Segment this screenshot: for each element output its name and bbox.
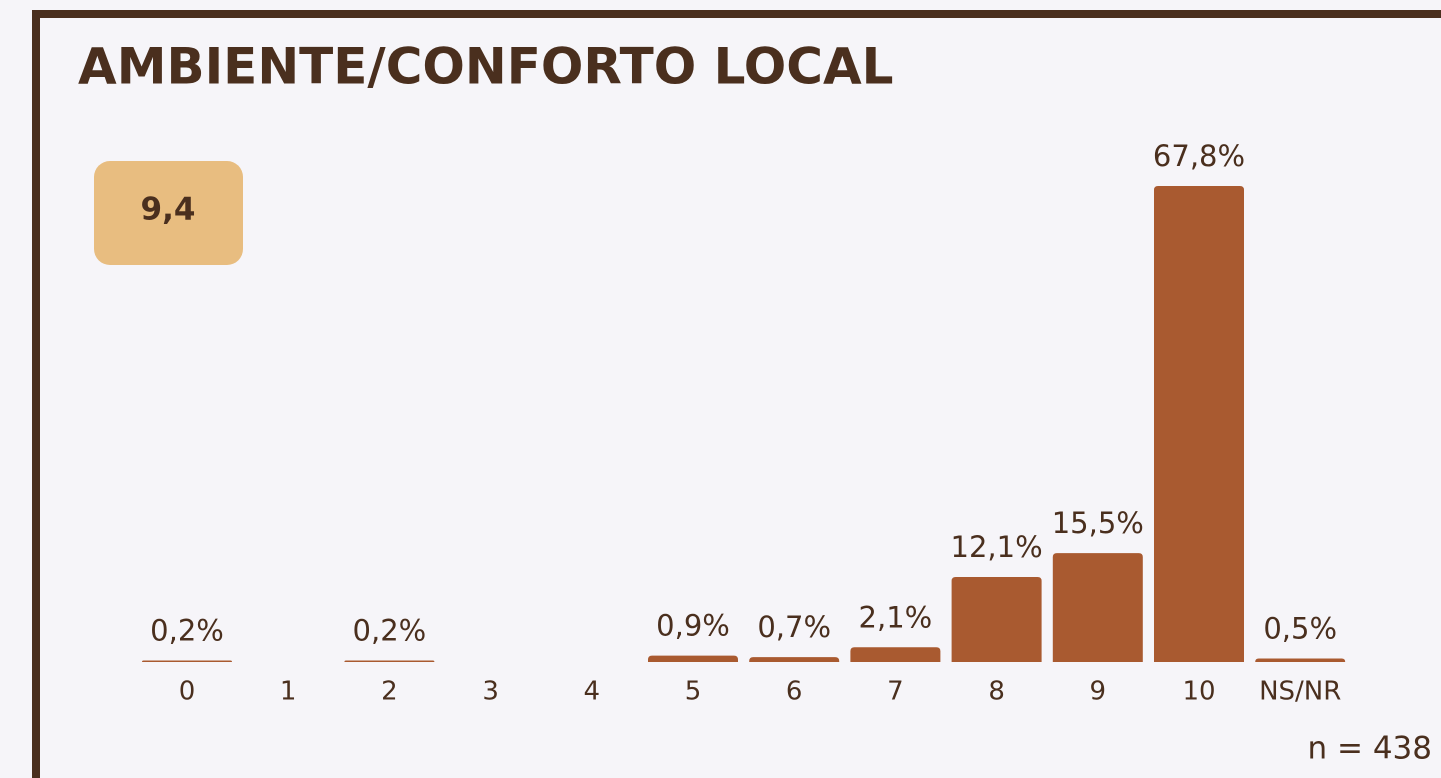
sample-size: n = 438 (1308, 731, 1433, 767)
bar (648, 655, 738, 662)
x-tick-label: 10 (1182, 677, 1215, 707)
bar (1052, 553, 1143, 662)
value-label: 0,5% (1263, 611, 1337, 645)
bar (850, 647, 941, 662)
bar (951, 577, 1042, 662)
value-label: 2,1% (859, 600, 933, 634)
frame-top (32, 10, 1441, 18)
frame-left (32, 10, 40, 778)
value-label: 0,2% (353, 614, 427, 648)
x-tick-label: 5 (685, 677, 702, 707)
bar (344, 660, 435, 662)
value-label: 0,9% (656, 609, 730, 643)
score-badge (94, 161, 243, 265)
x-tick-label: 7 (887, 677, 904, 707)
x-tick-label: 0 (179, 677, 196, 707)
x-tick-label: 6 (786, 677, 803, 707)
value-label: 0,7% (757, 610, 831, 644)
x-tick-label: 1 (280, 677, 297, 707)
x-tick-label: 2 (381, 677, 398, 707)
x-tick-label: 3 (482, 677, 499, 707)
score: 9,4 (141, 192, 196, 228)
x-tick-label: NS/NR (1259, 677, 1341, 707)
value-label: 0,2% (150, 614, 224, 648)
bar (1154, 186, 1244, 662)
value-label: 12,1% (951, 530, 1043, 564)
value-label: 15,5% (1052, 506, 1144, 540)
chart-title: AMBIENTE/CONFORTO LOCAL (78, 38, 894, 96)
bar (142, 660, 232, 662)
x-tick-label: 9 (1090, 677, 1107, 707)
x-tick-label: 4 (584, 677, 601, 707)
value-label: 67,8% (1153, 139, 1245, 173)
x-tick-label: 8 (988, 677, 1005, 707)
bar (749, 657, 840, 662)
bar (1255, 658, 1346, 662)
